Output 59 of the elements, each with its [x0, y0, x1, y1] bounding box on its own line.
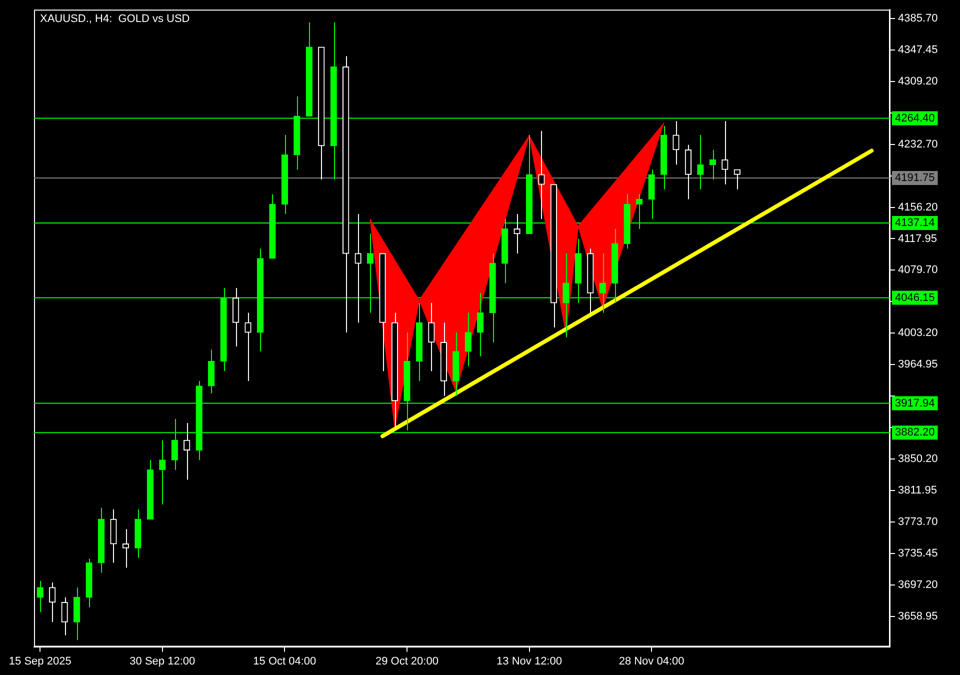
y-tick-label: 3773.70	[898, 516, 938, 528]
candlestick	[49, 582, 56, 623]
ref-line-label: 4264.40	[895, 112, 935, 124]
candlestick	[122, 528, 130, 568]
candlestick	[391, 312, 398, 431]
candlestick	[587, 248, 594, 314]
candlestick	[416, 302, 423, 382]
candlestick	[477, 292, 484, 357]
y-tick-label: 4003.20	[898, 327, 938, 340]
candlestick	[73, 586, 80, 641]
y-tick-label: 3964.95	[898, 358, 938, 371]
y-tick-label: 4079.70	[898, 264, 938, 276]
candlestick	[672, 120, 680, 166]
candlestick	[660, 126, 668, 190]
y-tick-label: 4347.45	[898, 44, 938, 56]
y-tick-label: 4117.95	[898, 232, 937, 245]
y-tick-label: 3658.95	[898, 610, 938, 622]
x-tick-label: 29 Oct 20:00	[375, 655, 438, 668]
ref-line-label: 3917.94	[895, 397, 935, 410]
candlestick	[464, 312, 472, 367]
candlestick	[98, 507, 105, 574]
ref-line-label: 3882.20	[895, 426, 935, 439]
x-tick-label: 15 Oct 04:00	[253, 655, 316, 668]
candlestick	[452, 332, 460, 396]
candlestick	[134, 508, 142, 558]
candlestick	[342, 56, 350, 333]
candlestick	[86, 558, 92, 608]
x-tick-label: 13 Nov 12:00	[496, 655, 562, 668]
candlestick	[538, 130, 545, 220]
candlestick	[734, 169, 740, 190]
y-tick-label: 3850.20	[898, 453, 938, 466]
candlestick	[514, 214, 520, 254]
ref-line-label: 4046.15	[895, 292, 935, 304]
chart-title: XAUUSD., H4: GOLD vs USD	[40, 13, 190, 26]
candlestick	[146, 459, 154, 520]
candlestick	[110, 508, 117, 564]
candlestick	[550, 184, 558, 328]
candlestick	[648, 169, 655, 220]
y-tick-label: 3697.20	[898, 578, 938, 591]
y-tick-label: 3811.95	[898, 484, 937, 496]
x-tick-label: 15 Sep 2025	[8, 655, 72, 668]
candlestick	[232, 288, 240, 347]
candlestick	[379, 253, 386, 372]
x-tick-label: 30 Sep 12:00	[130, 655, 196, 668]
y-tick-label: 4156.20	[898, 201, 938, 214]
y-tick-label: 4385.70	[898, 12, 938, 25]
y-tick-label: 4232.70	[898, 138, 938, 150]
candlestick	[208, 349, 215, 394]
ref-line-label: 4137.14	[895, 216, 935, 229]
candlestick	[318, 46, 325, 180]
ref-line-label: 4191.75	[895, 172, 935, 184]
y-tick-label: 4309.20	[898, 75, 938, 88]
candlestick	[61, 596, 68, 636]
x-tick-label: 28 Nov 04:00	[618, 655, 684, 668]
candlestick	[684, 144, 692, 200]
candlestick	[440, 322, 447, 396]
candlestick	[281, 134, 288, 215]
candlestick	[428, 302, 435, 372]
y-tick-label: 3735.45	[898, 547, 938, 560]
